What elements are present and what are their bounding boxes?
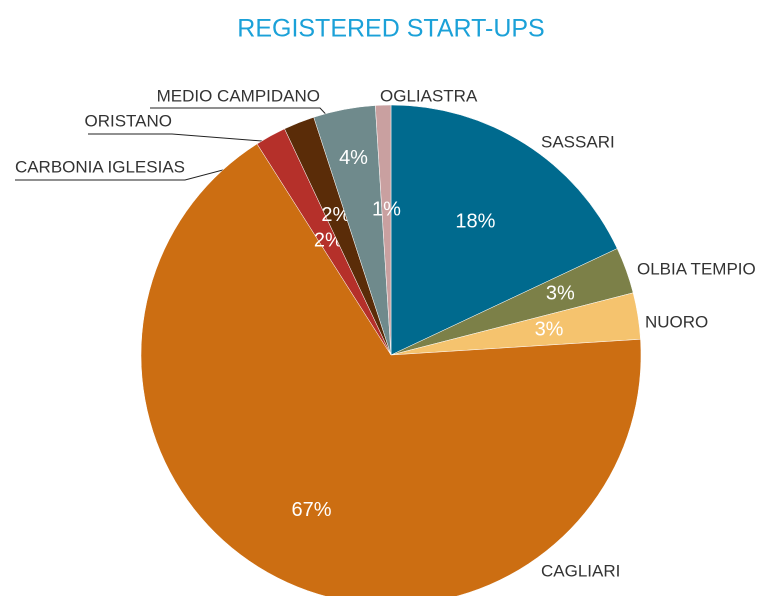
category-label: CAGLIARI	[541, 561, 620, 580]
value-label: 3%	[535, 318, 564, 340]
chart-title: REGISTERED START-UPS	[237, 15, 544, 43]
value-label: 18%	[455, 210, 495, 232]
value-label: 2%	[321, 204, 350, 226]
value-label: 4%	[339, 147, 368, 169]
value-label: 1%	[372, 198, 401, 220]
pie-slice	[140, 143, 642, 596]
value-label: 3%	[546, 282, 575, 304]
category-label: CARBONIA IGLESIAS	[15, 157, 185, 176]
category-label: OGLIASTRA	[380, 86, 478, 105]
leader-line	[88, 133, 301, 145]
category-label: OLBIA TEMPIO	[637, 259, 756, 278]
value-label: 67%	[292, 499, 332, 521]
category-label: MEDIO CAMPIDANO	[157, 86, 320, 105]
category-label: ORISTANO	[84, 111, 172, 130]
pie-slice	[390, 104, 618, 356]
category-label: NUORO	[645, 312, 708, 331]
category-label: SASSARI	[541, 132, 615, 151]
pie-slice	[375, 104, 392, 356]
